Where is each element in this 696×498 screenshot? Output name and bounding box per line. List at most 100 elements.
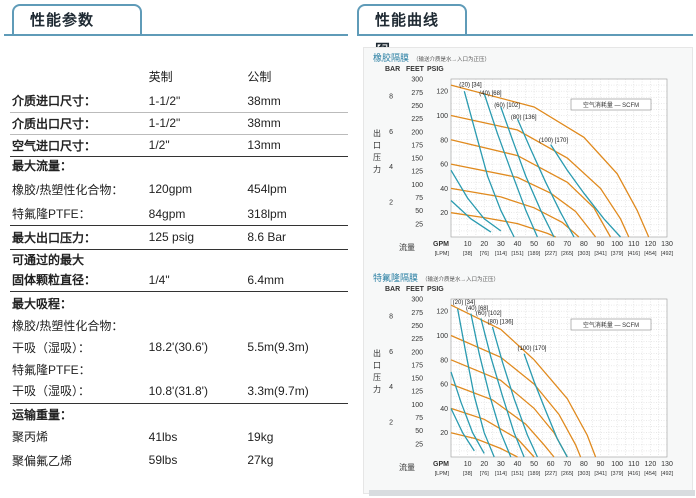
section-heading: 运输重量： [12,407,73,422]
x-tick-gpm: 110 [628,461,639,468]
legend-text: 空气消耗量 — SCFM [583,101,639,109]
x-tick-gpm: 50 [530,241,538,248]
row-metric: 38mm [245,90,348,113]
chart-title: 特氟隆隔膜 [373,272,418,283]
tab-underline [357,34,693,36]
row-metric: 13mm [245,134,348,157]
series-line [450,304,597,458]
table-row: 固体颗粒直径： 1/4" 6.4mm [10,269,348,292]
table-row: 橡胶/热塑性化合物： 120gpm 454lpm [10,175,348,203]
psig-tick-label: 20 [440,430,448,437]
x-tick-gpm: 130 [661,461,673,468]
column-header-imperial: 英制 [148,69,173,84]
series-line [450,407,535,458]
x-tick-gpm: 30 [497,241,505,248]
chart-subtitle: （输送介质是水→入口为正压） [422,275,499,283]
x-tick-lpm: [151] [511,251,524,257]
y-axis-label-char: 出 [373,348,381,358]
series-line [450,383,555,458]
air-consumption-label: (40) [68] [466,306,489,312]
x-tick-lpm: [492] [661,251,674,257]
x-tick-gpm: 130 [661,241,673,248]
x-unit-gpm: GPM [433,461,449,468]
feet-tick-label: 300 [411,297,423,304]
x-tick-lpm: [76] [480,471,490,477]
x-unit-gpm: GPM [433,241,449,248]
feet-tick-label: 175 [411,362,423,369]
x-tick-gpm: 70 [563,241,571,248]
bar-tick-label: 6 [389,349,393,356]
row-metric: 8.6 Bar [245,225,348,250]
x-tick-lpm: [341] [594,471,607,477]
series-line [450,408,475,452]
series-line [483,93,538,238]
x-unit-lpm: [LPM] [435,251,450,257]
feet-tick-label: 50 [415,428,423,435]
row-label: 干吸（湿吸）： [10,379,147,404]
air-consumption-label: (60) [102] [494,103,520,109]
row-metric: 19kg [247,429,274,444]
row-label: 固体颗粒直径： [10,269,147,292]
psig-tick-label: 100 [436,333,448,340]
row-label: 聚偏氟乙烯 [12,453,73,468]
feet-tick-label: 150 [411,156,423,163]
feet-tick-label: 75 [415,415,423,422]
axis-header-bar: BAR [385,66,400,73]
row-imperial: 1/2" [146,134,246,157]
tab-performance-curve[interactable]: 性能曲线图 [357,4,467,59]
row-label: 空气进口尺寸： [10,134,147,157]
air-consumption-label: (80) [136] [488,319,514,325]
row-imperial: 59lbs [148,453,178,467]
series-line [491,326,538,458]
row-label: 橡胶/热塑性化合物： [12,182,124,197]
air-consumption-label: (20) [34] [459,82,482,88]
spec-table: 英制 公制 介质进口尺寸： 1-1/2" 38mm 介质出口尺寸： 1-1/2"… [10,62,348,472]
table-row: 运输重量： [10,403,348,425]
x-tick-lpm: [454] [644,251,657,257]
x-tick-gpm: 40 [514,461,522,468]
x-tick-gpm: 60 [547,241,555,248]
feet-tick-label: 100 [411,182,423,189]
row-metric: 3.3m(9.7m) [245,379,348,404]
column-header-metric: 公制 [247,69,272,84]
series-line [456,308,495,458]
feet-tick-label: 275 [411,90,423,97]
series-line [450,371,485,454]
series-line [470,313,512,458]
x-axis-label: 流量 [399,462,415,472]
feet-tick-label: 250 [411,323,423,330]
row-imperial: 125 psig [146,225,246,250]
psig-tick-label: 120 [436,89,448,96]
row-imperial: 10.8'(31.8') [146,379,246,404]
series-line [450,187,580,238]
x-tick-gpm: 70 [563,461,571,468]
x-unit-lpm: [LPM] [435,471,450,477]
x-tick-lpm: [341] [594,251,607,257]
table-row: 干吸（湿吸）： 18.2'(30.6') 5.5m(9.3m) [10,335,348,359]
performance-curves: 橡胶隔膜 （输送介质是水→入口为正压）BAR FEET PSIG20406080100… [373,52,674,477]
table-row: 最大流量： [10,156,348,175]
row-imperial: 1-1/2" [146,90,246,113]
axis-header-bar: BAR [385,286,400,293]
table-row: 可通过的最大 [10,249,348,269]
series-line [450,212,556,238]
psig-tick-label: 60 [440,162,448,169]
feet-tick-label: 25 [415,441,423,448]
row-metric: 5.5m(9.3m) [247,340,309,354]
x-axis-label: 流量 [399,242,415,252]
x-tick-lpm: [114] [495,251,507,257]
y-axis-label-char: 口 [373,361,381,370]
x-tick-gpm: 100 [611,461,623,468]
series-line [450,169,502,232]
x-tick-gpm: 80 [580,461,588,468]
bar-tick-label: 8 [389,314,393,321]
table-row: 聚偏氟乙烯 59lbs 27kg [10,448,348,472]
bar-tick-label: 6 [389,129,393,136]
air-consumption-label: (20) [34] [453,300,476,306]
axis-header-psig: PSIG [427,286,444,293]
x-tick-lpm: [379] [611,251,624,257]
axis-header-feet: FEET [406,66,425,73]
legend-box [570,318,652,331]
tab-performance-parameters[interactable]: 性能参数 [12,4,142,36]
y-axis-label-char: 出 [373,128,381,138]
